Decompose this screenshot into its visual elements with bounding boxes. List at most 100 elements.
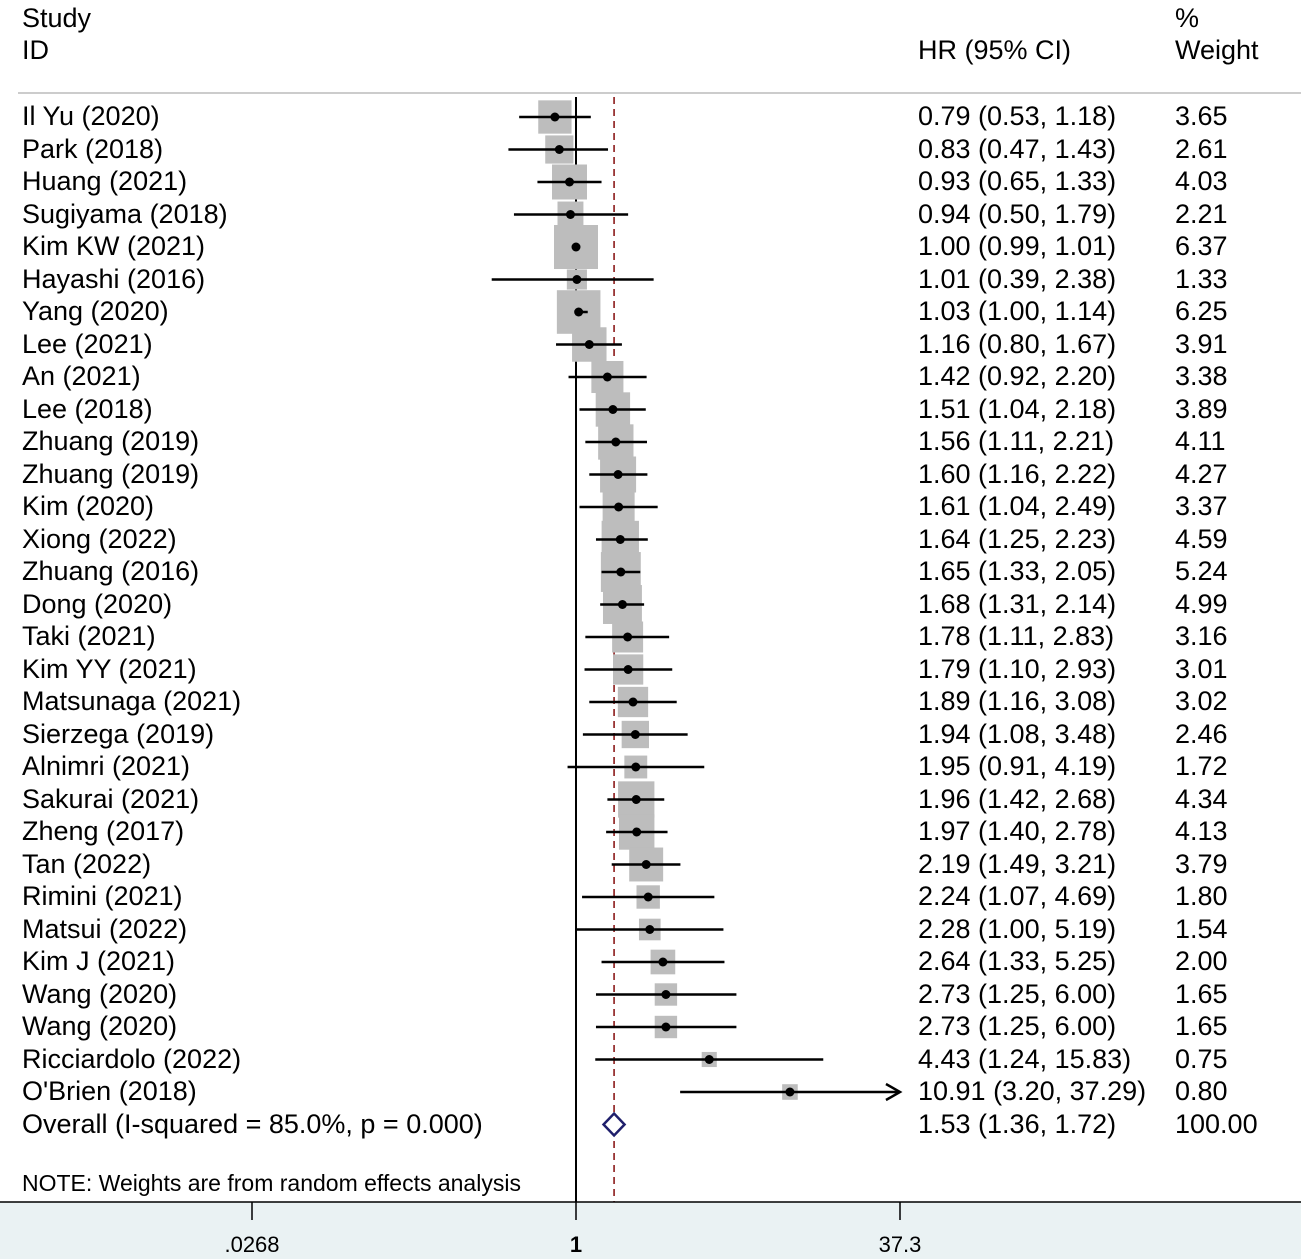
study-point	[572, 275, 582, 284]
study-point	[584, 340, 594, 349]
x-axis-band	[0, 1202, 1301, 1259]
study-point	[616, 567, 626, 577]
study-label: Sugiyama (2018)	[22, 198, 228, 229]
study-label: O'Brien (2018)	[22, 1076, 197, 1106]
x-tick-label: 1	[569, 1232, 583, 1257]
study-ci-text: 10.91 (3.20, 37.29)	[918, 1076, 1147, 1106]
study-label: Matsui (2022)	[22, 913, 188, 944]
study-ci-text: 2.64 (1.33, 5.25)	[918, 946, 1117, 976]
study-label: Dong (2020)	[22, 588, 173, 619]
study-point	[550, 112, 560, 122]
study-label: Ricciardolo (2022)	[22, 1043, 242, 1074]
study-weight-text: 3.02	[1175, 686, 1228, 716]
study-label: Tan (2022)	[22, 848, 152, 879]
study-ci-text: 2.73 (1.25, 6.00)	[918, 1011, 1117, 1041]
study-ci-text: 2.24 (1.07, 4.69)	[918, 881, 1117, 911]
study-label: Zhuang (2019)	[22, 426, 200, 456]
study-label: Kim KW (2021)	[22, 231, 206, 261]
study-label: Zheng (2017)	[22, 816, 185, 846]
study-point	[661, 1022, 671, 1032]
study-ci-text: 1.68 (1.31, 2.14)	[918, 588, 1117, 619]
study-weight-text: 1.54	[1175, 913, 1228, 944]
study-weight-text: 4.13	[1175, 816, 1228, 846]
study-label: Park (2018)	[22, 133, 164, 164]
study-weight-text: 1.33	[1175, 263, 1228, 294]
study-label: Yang (2020)	[22, 296, 169, 326]
study-ci-text: 0.79 (0.53, 1.18)	[918, 101, 1117, 131]
x-tick-label: .0268	[224, 1232, 280, 1257]
header-study: Study ID	[22, 2, 91, 66]
study-point	[608, 405, 618, 414]
study-label: Alnimri (2021)	[22, 751, 191, 781]
study-ci-text: 1.89 (1.16, 3.08)	[918, 686, 1117, 716]
study-weight-text: 4.59	[1175, 523, 1228, 554]
study-point	[645, 925, 655, 934]
study-ci-text: 1.03 (1.00, 1.14)	[918, 296, 1117, 326]
study-point	[658, 957, 668, 967]
study-weight-text: 3.91	[1175, 328, 1228, 359]
study-ci-text: 1.79 (1.10, 2.93)	[918, 653, 1117, 684]
study-label: Huang (2021)	[22, 166, 188, 196]
study-label: Matsunaga (2021)	[22, 686, 242, 716]
study-point	[602, 372, 612, 382]
study-point	[631, 795, 641, 804]
study-point	[641, 860, 651, 869]
study-ci-text: 1.94 (1.08, 3.48)	[918, 718, 1117, 749]
study-point	[571, 242, 581, 252]
study-point	[611, 437, 621, 447]
study-ci-text: 1.97 (1.40, 2.78)	[918, 816, 1117, 846]
study-ci-text: 0.93 (0.65, 1.33)	[918, 166, 1117, 196]
study-weight-text: 2.46	[1175, 718, 1228, 749]
study-weight-text: 4.11	[1175, 426, 1226, 456]
study-point	[617, 600, 627, 609]
study-point	[554, 145, 564, 154]
study-ci-text: 1.65 (1.33, 2.05)	[918, 556, 1117, 586]
study-weight-text: 4.34	[1175, 783, 1228, 814]
header-weight: % Weight	[1175, 2, 1259, 66]
study-point	[631, 762, 641, 772]
study-label: Taki (2021)	[22, 621, 156, 651]
study-point	[613, 470, 623, 479]
study-label: Lee (2018)	[22, 393, 153, 424]
study-weight-text: 6.37	[1175, 231, 1228, 261]
header-weight-line1: %	[1175, 3, 1200, 33]
study-weight-text: 3.16	[1175, 621, 1228, 651]
study-weight-text: 6.25	[1175, 296, 1228, 326]
study-ci-text: 0.83 (0.47, 1.43)	[918, 133, 1117, 164]
study-point	[615, 535, 625, 544]
study-label: Hayashi (2016)	[22, 263, 206, 294]
study-ci-text: 1.56 (1.11, 2.21)	[918, 426, 1115, 456]
study-weight-text: 0.75	[1175, 1043, 1228, 1074]
study-point	[630, 730, 640, 739]
study-label: Rimini (2021)	[22, 881, 183, 911]
study-weight-text: 4.03	[1175, 166, 1228, 196]
study-weight-text: 5.24	[1175, 556, 1228, 586]
study-weight-text: 3.89	[1175, 393, 1228, 424]
study-label: Kim (2020)	[22, 491, 155, 521]
study-ci-text: 2.28 (1.00, 5.19)	[918, 913, 1117, 944]
overall-weight-text: 100.00	[1175, 1108, 1258, 1139]
study-label: Xiong (2022)	[22, 523, 177, 554]
study-point	[632, 827, 642, 837]
study-label: Wang (2020)	[22, 978, 178, 1009]
study-label: Zhuang (2016)	[22, 556, 200, 586]
study-label: Kim YY (2021)	[22, 653, 197, 684]
study-weight-text: 2.00	[1175, 946, 1228, 976]
study-ci-text: 2.73 (1.25, 6.00)	[918, 978, 1117, 1009]
study-label: An (2021)	[22, 361, 141, 391]
study-weight-text: 3.38	[1175, 361, 1228, 391]
study-ci-text: 1.00 (0.99, 1.01)	[918, 231, 1117, 261]
study-label: Il Yu (2020)	[22, 101, 160, 131]
study-weight-text: 1.72	[1175, 751, 1228, 781]
study-ci-text: 4.43 (1.24, 15.83)	[918, 1043, 1132, 1074]
study-point	[704, 1055, 714, 1064]
study-point	[574, 307, 584, 317]
study-weight-text: 0.80	[1175, 1076, 1228, 1106]
overall-label: Overall (I-squared = 85.0%, p = 0.000)	[22, 1108, 483, 1139]
study-label: Sakurai (2021)	[22, 783, 200, 814]
study-ci-text: 1.96 (1.42, 2.68)	[918, 783, 1117, 814]
study-weight-text: 3.65	[1175, 101, 1228, 131]
study-label: Kim J (2021)	[22, 946, 176, 976]
study-weight-text: 4.99	[1175, 588, 1228, 619]
study-weight-text: 4.27	[1175, 458, 1228, 489]
